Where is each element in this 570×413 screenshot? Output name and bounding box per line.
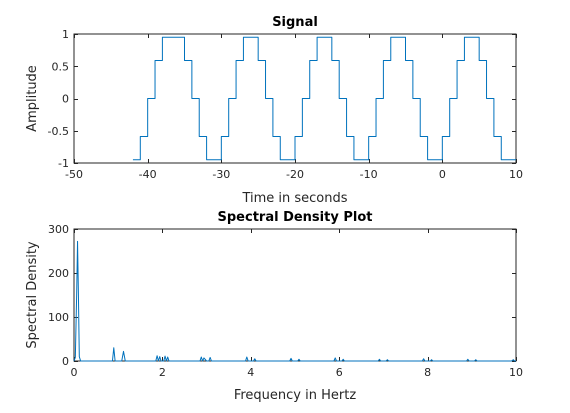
- signal-xtick-label: -10: [360, 168, 378, 181]
- spectral-ytick-label: 100: [48, 311, 69, 324]
- spectral-xtick-label: 6: [336, 366, 343, 379]
- signal-xtick-label: -50: [65, 168, 83, 181]
- signal-xtick-label: 0: [439, 168, 446, 181]
- spectral-ytick-label: 200: [48, 267, 69, 280]
- signal-xtick-label: -30: [212, 168, 230, 181]
- signal-ytick-label: -1: [58, 157, 69, 170]
- spectral-subplot: 0 2 4 6 8 10 0 100 200 300 Spectral Density Plot…: [25, 210, 523, 403]
- spectral-title: Spectral Density Plot: [218, 210, 373, 225]
- signal-subplot: -50 -40 -30 -20 -10 0 10 -1 -0.5 0 0.5 1 Signal Ti…: [25, 15, 523, 206]
- signal-ytick-label: 1: [62, 28, 69, 41]
- signal-xlabel: Time in seconds: [241, 191, 347, 206]
- signal-ylabel: Amplitude: [25, 65, 40, 132]
- signal-ytick-label: 0: [62, 93, 69, 106]
- spectral-xtick-label: 0: [71, 366, 78, 379]
- spectral-ytick-label: 300: [48, 223, 69, 236]
- spectral-x-ticks: 0 2 4 6 8 10: [71, 229, 523, 379]
- spectral-ytick-label: 0: [62, 355, 69, 368]
- signal-title: Signal: [272, 15, 318, 30]
- signal-ytick-label: -0.5: [48, 125, 69, 138]
- signal-line: [132, 36, 516, 161]
- spectral-xlabel: Frequency in Hertz: [234, 388, 356, 403]
- spectral-xtick-label: 10: [509, 366, 523, 379]
- signal-ytick-label: 0.5: [52, 60, 70, 73]
- signal-xtick-label: -40: [139, 168, 157, 181]
- spectral-density-line: [73, 240, 516, 362]
- signal-xtick-label: -20: [286, 168, 304, 181]
- signal-xtick-label: 10: [509, 168, 523, 181]
- spectral-y-ticks: 0 100 200 300: [48, 223, 516, 368]
- signal-x-ticks: -50 -40 -30 -20 -10 0 10: [65, 34, 523, 181]
- spectral-xtick-label: 2: [159, 366, 166, 379]
- spectral-xtick-label: 8: [424, 366, 431, 379]
- spectral-ylabel: Spectral Density: [25, 241, 40, 349]
- spectral-xtick-label: 4: [247, 366, 254, 379]
- signal-y-ticks: -1 -0.5 0 0.5 1: [48, 28, 516, 170]
